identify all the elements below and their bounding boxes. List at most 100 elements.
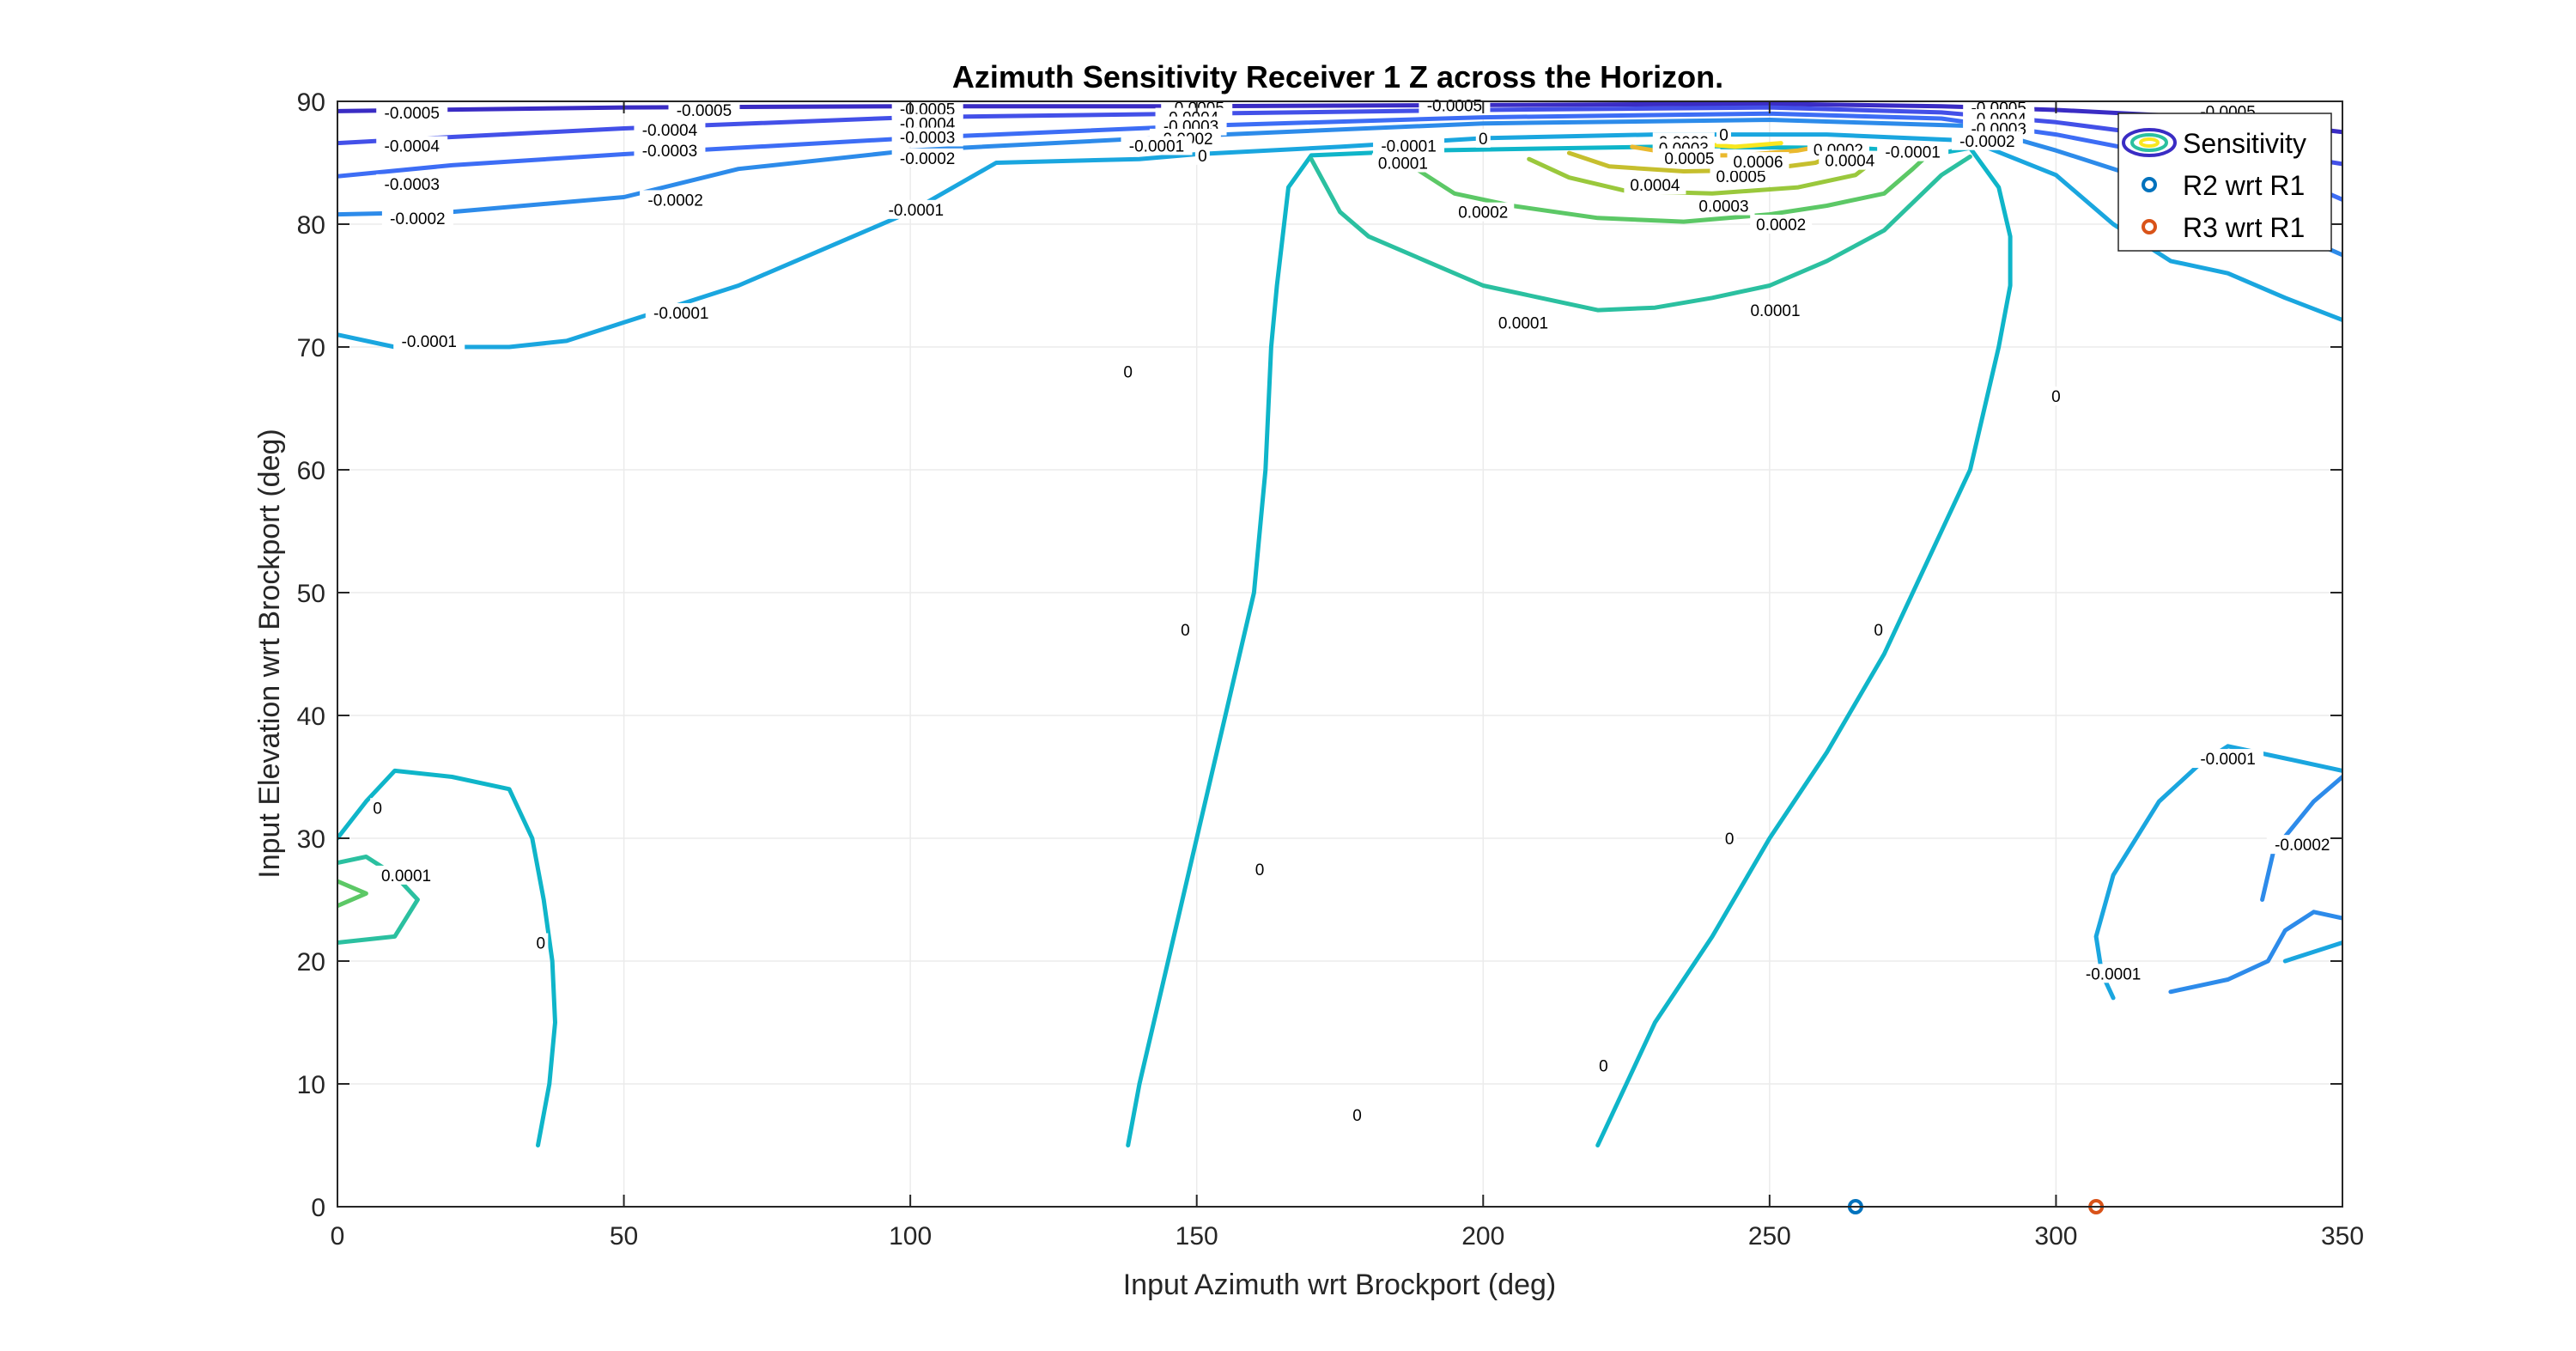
- contour-label: -0.0001: [1129, 137, 1184, 155]
- contour-label: -0.0005: [677, 102, 732, 120]
- contour-label: -0.0002: [647, 192, 702, 210]
- contour-label-background: [891, 148, 963, 167]
- contour-line: [2260, 775, 2342, 902]
- contour-label-background: [533, 933, 549, 952]
- y-axis-label: Input Elevation wrt Brockport (deg): [253, 429, 286, 878]
- contour-label-background: [381, 208, 453, 228]
- contour-label-background: [370, 798, 386, 818]
- contour-label-background: [1624, 175, 1686, 195]
- y-tick-label: 30: [297, 825, 325, 854]
- contour-label-background: [1373, 136, 1445, 155]
- contour-label: 0: [537, 935, 546, 953]
- contour-label: 0: [1352, 1107, 1362, 1125]
- contour-label: -0.0002: [1959, 133, 2014, 151]
- contour-line: [2282, 940, 2342, 964]
- contour-label-background: [1716, 125, 1731, 144]
- contour-label-background: [2077, 964, 2149, 983]
- contour-label: 0.0001: [381, 867, 431, 885]
- y-tick-label: 20: [297, 948, 325, 977]
- x-tick-label: 350: [2321, 1222, 2364, 1251]
- contour-label: 0: [1198, 148, 1207, 166]
- contour-label: -0.0005: [385, 105, 440, 123]
- contour-label-background: [393, 331, 465, 350]
- y-tick-label: 0: [311, 1194, 325, 1222]
- contour-label: -0.0003: [385, 176, 440, 194]
- contour-label-background: [1252, 859, 1267, 879]
- legend-r2-marker-icon: [2142, 177, 2157, 192]
- contour-label-background: [2048, 386, 2063, 406]
- contour-label-background: [1452, 202, 1515, 222]
- contour-label-background: [1194, 145, 1210, 165]
- contour-line: [1394, 150, 1933, 224]
- x-tick-label: 100: [889, 1222, 932, 1251]
- contour-line: [1309, 154, 1972, 313]
- contour-label-background: [2192, 749, 2264, 769]
- y-tick-label: 40: [297, 703, 325, 731]
- contour-label-background: [375, 865, 438, 885]
- contour-label: 0.0006: [1733, 154, 1783, 172]
- contour-label-background: [1871, 619, 1886, 639]
- contour-label-background: [891, 127, 963, 147]
- contour-label: 0.0004: [1825, 153, 1875, 171]
- contour-label-background: [645, 302, 717, 322]
- contour-line: [337, 768, 557, 1147]
- x-tick-label: 0: [331, 1222, 345, 1251]
- contour-label: -0.0001: [653, 305, 708, 323]
- contour-label: 0.0002: [1756, 216, 1806, 234]
- y-tick-label: 50: [297, 580, 325, 608]
- contour-label: 0: [1255, 861, 1265, 879]
- contour-label: 0: [1181, 622, 1190, 640]
- contour-label-background: [1722, 829, 1737, 848]
- contour-label: 0.0002: [1458, 204, 1508, 222]
- contour-label: -0.0002: [900, 150, 955, 168]
- contour-label: -0.0001: [1885, 144, 1940, 162]
- contour-label: 0.0005: [1664, 150, 1714, 168]
- contour-label: 0.0001: [1750, 302, 1800, 320]
- contour-label: 0.0005: [1716, 168, 1765, 186]
- y-tick-label: 60: [297, 457, 325, 485]
- contour-label-background: [880, 199, 952, 219]
- contour-label: 0: [1123, 364, 1133, 382]
- contour-label-background: [640, 190, 712, 210]
- contour-label-background: [1744, 301, 1807, 320]
- contour-label-background: [376, 136, 448, 155]
- x-tick-label: 200: [1461, 1222, 1504, 1251]
- axes-box: [337, 100, 2343, 1208]
- contour-label-background: [1177, 619, 1193, 639]
- contour-label-background: [1492, 313, 1554, 332]
- contour-label: 0.0001: [1378, 155, 1428, 173]
- legend-sensitivity-icon: [2122, 128, 2177, 157]
- contour-line: [1527, 150, 1886, 196]
- x-axis-label: Input Azimuth wrt Brockport (deg): [1123, 1269, 1557, 1301]
- contour-label: 0.0004: [1630, 177, 1680, 195]
- axes-background: [337, 101, 2342, 1207]
- contour-line: [337, 855, 420, 945]
- y-tick-label: 70: [297, 334, 325, 362]
- contour-label: -0.0003: [642, 143, 697, 161]
- contour-label-background: [1419, 95, 1491, 115]
- contour-label-background: [1595, 1056, 1611, 1075]
- legend-r3-marker-icon: [2142, 219, 2157, 234]
- legend[interactable]: Sensitivity R2 wrt R1 R3 wrt R1: [2117, 113, 2332, 252]
- contour-label: -0.0005: [1427, 97, 1482, 115]
- contour-label: 0: [1725, 831, 1735, 849]
- contour-label: 0.0001: [1498, 314, 1548, 332]
- contour-label-background: [1350, 1105, 1365, 1124]
- contour-label: 0: [1479, 131, 1488, 149]
- y-tick-label: 90: [297, 88, 325, 117]
- contour-line: [337, 879, 368, 909]
- plot-area: -0.0005 -0.0005 -0.0005 -0.0005 -0.0005 -0.00…: [297, 88, 2364, 1251]
- contour-label: 0: [1719, 127, 1728, 145]
- contour-label-background: [1710, 167, 1772, 186]
- y-tick-label: 10: [297, 1071, 325, 1099]
- contour-label: 0: [1599, 1058, 1608, 1076]
- contour-line: [2093, 744, 2342, 1001]
- contour-label: 0: [2051, 388, 2061, 406]
- contour-label: -0.0001: [889, 202, 944, 220]
- contour-label-background: [1750, 215, 1813, 234]
- contour-label-background: [1819, 150, 1881, 170]
- contour-label-background: [634, 141, 706, 161]
- contour-label: 0.0003: [1698, 198, 1748, 216]
- contour-label: -0.0001: [1381, 137, 1436, 155]
